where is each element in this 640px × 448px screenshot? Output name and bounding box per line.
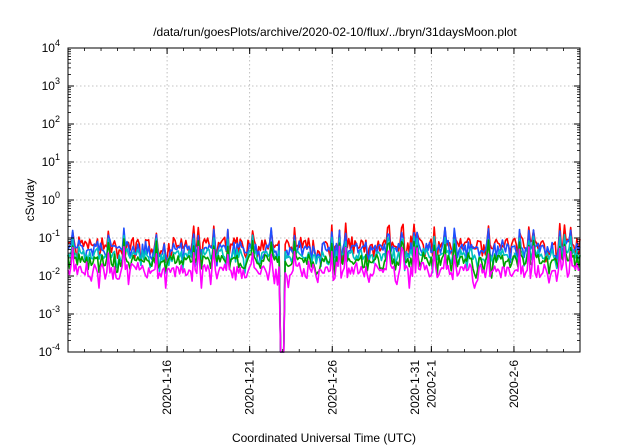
series-line: [67, 233, 581, 353]
series-line: [67, 226, 581, 353]
x-tick-label: 2020-1-26: [325, 360, 339, 415]
x-axis-label: Coordinated Universal Time (UTC): [232, 431, 416, 445]
x-tick-label: 2020-1-21: [243, 360, 257, 415]
series-layer: [67, 222, 581, 353]
y-tick-label: 103: [42, 76, 60, 93]
y-axis-label: cSv/day: [23, 179, 37, 222]
x-tick-label: 2020-1-16: [160, 360, 174, 415]
y-tick-label: 101: [42, 152, 60, 169]
x-tick-label: 2020-2-6: [507, 360, 521, 408]
grid: [68, 48, 580, 352]
chart-title: /data/run/goesPlots/archive/2020-02-10/f…: [153, 25, 517, 39]
y-tick-label: 10-3: [39, 304, 60, 321]
y-tick-label: 102: [42, 114, 60, 131]
y-tick-label: 104: [42, 38, 60, 55]
series-line: [67, 238, 581, 353]
x-tick-label: 2020-2-1: [424, 360, 438, 408]
y-tick-label: 10-1: [39, 228, 60, 245]
y-tick-label: 100: [42, 190, 60, 207]
series-line: [67, 245, 581, 353]
y-tick-label: 10-4: [39, 342, 60, 359]
y-tick-label: 10-2: [39, 266, 60, 283]
ticks: 10-4 10-3 10-2 10-1 100 101 102 103 104 2020-1-16…: [39, 38, 581, 415]
x-tick-label: 2020-1-31: [408, 360, 422, 415]
